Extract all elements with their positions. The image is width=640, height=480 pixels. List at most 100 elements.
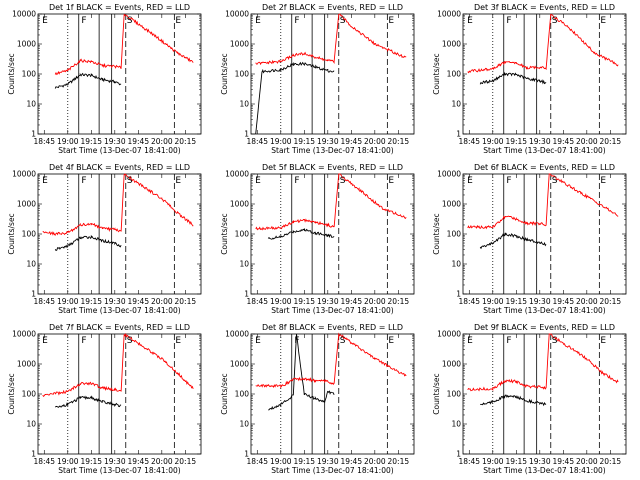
x-tick-label: 20:15: [388, 457, 410, 466]
y-tick-label: 1000: [442, 40, 461, 49]
x-tick-label: 20:15: [175, 457, 197, 466]
x-tick-label: 19:30: [317, 457, 339, 466]
series-line-events: [54, 235, 122, 251]
y-tick-label: 10000: [12, 10, 36, 19]
plot-frame: [462, 173, 627, 295]
x-axis-label: Start Time (13-Dec-07 18:41:00): [271, 306, 393, 315]
interval-marker: E: [467, 336, 473, 346]
x-tick-label: 20:00: [364, 297, 386, 306]
y-tick-label: 1: [31, 450, 36, 459]
interval-marker: E: [255, 336, 261, 346]
series-line-lld: [255, 332, 407, 389]
x-tick-label: 20:00: [151, 137, 173, 146]
x-axis-label: Start Time (13-Dec-07 18:41:00): [271, 146, 393, 155]
x-tick-label: 19:30: [104, 297, 126, 306]
interval-marker: E: [388, 176, 394, 186]
series-line-lld: [467, 333, 619, 392]
x-tick-label: 19:45: [127, 137, 149, 146]
x-tick-label: 20:00: [576, 137, 598, 146]
interval-marker: F: [294, 176, 299, 186]
y-tick-label: 1: [31, 130, 36, 139]
y-axis-label: Counts/sec: [432, 373, 441, 414]
interval-marker: E: [42, 176, 48, 186]
interval-marker: S: [552, 16, 558, 26]
x-tick-label: 19:00: [270, 297, 292, 306]
y-axis-label: Counts/sec: [432, 53, 441, 94]
x-tick-label: 19:00: [482, 457, 504, 466]
interval-marker: E: [600, 176, 606, 186]
x-tick-label: 19:45: [127, 297, 149, 306]
x-tick-label: 19:00: [270, 457, 292, 466]
y-tick-label: 10: [26, 260, 36, 269]
y-tick-label: 10000: [225, 170, 249, 179]
x-tick-label: 18:45: [33, 297, 55, 306]
interval-marker: E: [600, 16, 606, 26]
y-tick-label: 1000: [442, 360, 461, 369]
y-tick-label: 1000: [230, 360, 249, 369]
x-tick-label: 20:00: [151, 297, 173, 306]
plot-frame: [250, 13, 415, 135]
series-line-events: [54, 72, 122, 89]
interval-marker: E: [175, 336, 181, 346]
y-tick-label: 1000: [17, 200, 36, 209]
x-tick-label: 18:45: [458, 137, 480, 146]
x-tick-label: 18:45: [33, 137, 55, 146]
chart-title: Det 6f BLACK = Events, RED = LLD: [474, 163, 615, 172]
x-tick-label: 19:45: [340, 137, 362, 146]
series-line-events: [268, 333, 335, 411]
y-tick-label: 10: [451, 260, 461, 269]
y-axis-label: Counts/sec: [432, 213, 441, 254]
interval-marker: E: [255, 176, 261, 186]
chart-title: Det 4f BLACK = Events, RED = LLD: [49, 163, 190, 172]
chart-title: Det 5f BLACK = Events, RED = LLD: [262, 163, 403, 172]
chart-title: Det 1f BLACK = Events, RED = LLD: [49, 3, 190, 12]
interval-marker: E: [42, 16, 48, 26]
chart-panel: Det 4f BLACK = Events, RED = LLD 1 10 100 10…: [7, 163, 202, 315]
y-tick-label: 10000: [12, 170, 36, 179]
y-tick-label: 100: [235, 390, 250, 399]
y-tick-label: 1000: [17, 360, 36, 369]
y-tick-label: 100: [447, 230, 462, 239]
x-tick-label: 20:00: [576, 457, 598, 466]
series-line-lld: [467, 13, 619, 74]
x-tick-label: 19:15: [80, 457, 102, 466]
interval-marker: S: [127, 336, 133, 346]
interval-marker: E: [388, 16, 394, 26]
series-line-lld: [255, 173, 407, 231]
plot-frame: [462, 13, 627, 135]
chart-panel: Det 2f BLACK = Events, RED = LLD 1 10 100 10…: [220, 3, 415, 155]
x-tick-label: 20:15: [388, 297, 410, 306]
x-tick-label: 20:00: [151, 457, 173, 466]
x-tick-label: 19:30: [529, 137, 551, 146]
x-tick-label: 20:15: [388, 137, 410, 146]
y-tick-label: 10000: [225, 10, 249, 19]
x-tick-label: 18:45: [246, 137, 268, 146]
y-tick-label: 1: [456, 290, 461, 299]
interval-marker: E: [467, 16, 473, 26]
series-line-events: [267, 228, 335, 240]
x-axis-label: Start Time (13-Dec-07 18:41:00): [271, 466, 393, 475]
interval-marker: F: [506, 336, 511, 346]
x-tick-label: 19:45: [552, 297, 574, 306]
y-tick-label: 10000: [437, 330, 461, 339]
y-tick-label: 100: [447, 70, 462, 79]
x-tick-label: 19:15: [293, 297, 315, 306]
x-tick-label: 19:30: [317, 137, 339, 146]
chart-panel: Det 9f BLACK = Events, RED = LLD 1 10 100 10…: [432, 323, 627, 475]
x-tick-label: 20:15: [600, 137, 622, 146]
y-tick-label: 10: [239, 100, 249, 109]
chart-panel: Det 7f BLACK = Events, RED = LLD 1 10 100 10…: [7, 323, 202, 475]
x-axis-label: Start Time (13-Dec-07 18:41:00): [58, 466, 180, 475]
x-tick-label: 19:00: [57, 457, 79, 466]
chart-title: Det 3f BLACK = Events, RED = LLD: [474, 3, 615, 12]
x-axis-label: Start Time (13-Dec-07 18:41:00): [58, 306, 180, 315]
x-tick-label: 19:15: [293, 457, 315, 466]
interval-marker: S: [127, 16, 133, 26]
x-tick-label: 19:00: [482, 137, 504, 146]
x-tick-label: 19:00: [57, 297, 79, 306]
interval-marker: S: [340, 336, 346, 346]
series-line-events: [479, 71, 547, 85]
x-tick-label: 18:45: [33, 457, 55, 466]
y-tick-label: 10: [239, 420, 249, 429]
y-tick-label: 1: [244, 450, 249, 459]
